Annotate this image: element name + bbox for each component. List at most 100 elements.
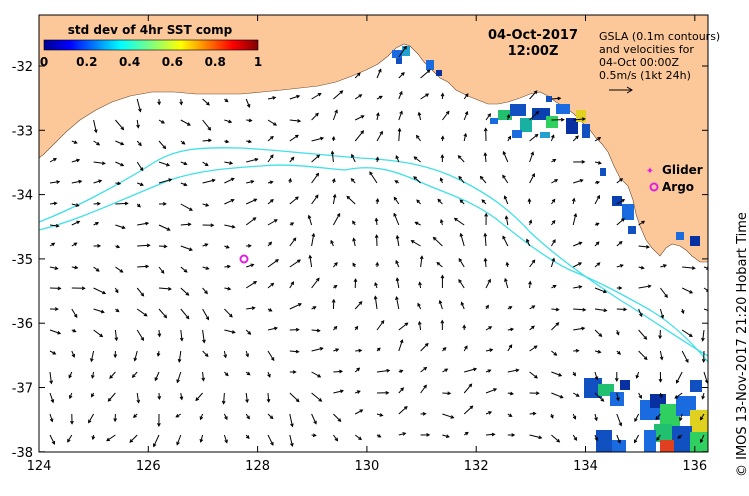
velocity-arrow-head <box>175 414 180 418</box>
y-tick-label: -38 <box>12 446 33 461</box>
velocity-arrow-head <box>295 196 299 201</box>
velocity-arrow-head <box>468 383 473 388</box>
velocity-arrow-head <box>162 145 167 150</box>
velocity-arrow-head <box>506 113 511 118</box>
velocity-arrow <box>485 279 491 289</box>
velocity-arrow-head <box>508 413 513 417</box>
velocity-arrow-head <box>91 393 95 398</box>
velocity-arrow-head <box>252 217 257 221</box>
velocity-arrow <box>245 98 250 108</box>
velocity-arrow <box>551 392 563 399</box>
velocity-arrow-head <box>317 92 322 97</box>
velocity-arrow-head <box>288 177 292 182</box>
velocity-arrow-head <box>575 393 580 397</box>
velocity-arrow-head <box>275 259 279 263</box>
velocity-arrow <box>311 371 321 378</box>
velocity-arrow <box>49 371 52 384</box>
velocity-arrow-head <box>73 140 78 144</box>
velocity-arrow-head <box>483 152 488 157</box>
velocity-arrow-head <box>307 214 312 219</box>
velocity-arrow-head <box>76 158 81 163</box>
velocity-arrow-head <box>376 112 380 117</box>
legend-glider-label: Glider <box>662 163 703 177</box>
velocity-arrow <box>180 287 189 296</box>
velocity-arrow-head <box>115 308 120 313</box>
velocity-arrow <box>436 262 443 268</box>
velocity-arrow-head <box>145 221 150 226</box>
velocity-arrow-head <box>185 315 190 320</box>
velocity-arrow-head <box>635 374 640 379</box>
velocity-arrow <box>158 140 166 149</box>
velocity-arrow-head <box>143 312 148 317</box>
velocity-arrow-head <box>572 415 577 420</box>
velocity-arrow <box>354 94 362 100</box>
velocity-arrow-head <box>290 222 295 226</box>
velocity-arrow-head <box>527 198 532 202</box>
velocity-arrow-head <box>199 416 204 421</box>
velocity-arrow-head <box>204 243 209 247</box>
velocity-arrow-head <box>231 330 236 334</box>
velocity-arrow <box>289 413 293 427</box>
velocity-arrow <box>442 434 450 438</box>
velocity-arrow <box>308 215 313 226</box>
velocity-arrow-head <box>228 313 233 318</box>
velocity-arrow-head <box>634 418 638 423</box>
velocity-arrow <box>551 308 559 311</box>
velocity-arrow-head <box>614 378 619 382</box>
velocity-arrow-head <box>352 262 356 267</box>
velocity-arrow-head <box>49 418 54 423</box>
velocity-arrow <box>679 413 683 421</box>
velocity-arrow-head <box>140 337 144 342</box>
velocity-arrow-head <box>166 162 171 167</box>
velocity-arrow-head <box>312 433 317 438</box>
velocity-arrow-head <box>645 245 650 249</box>
velocity-arrow <box>245 281 257 289</box>
velocity-arrow-head <box>247 331 252 335</box>
velocity-arrow-head <box>227 286 232 291</box>
velocity-arrow-head <box>225 245 230 249</box>
velocity-arrow <box>93 329 103 337</box>
velocity-arrow <box>332 110 338 121</box>
velocity-arrow-head <box>399 369 404 374</box>
velocity-arrow <box>180 392 183 400</box>
velocity-arrow <box>158 161 170 166</box>
velocity-arrow-head <box>336 212 341 217</box>
velocity-arrow-head <box>179 101 184 106</box>
velocity-arrow <box>224 161 233 164</box>
y-tick-label: -33 <box>12 124 33 139</box>
colorbar-tick-label: 0.8 <box>205 55 226 69</box>
velocity-arrow-head <box>120 162 125 167</box>
velocity-arrow-head <box>483 232 488 237</box>
velocity-arrow-head <box>168 178 173 182</box>
velocity-arrow-head <box>375 156 380 161</box>
velocity-arrow-head <box>124 201 129 206</box>
velocity-arrow-head <box>54 266 59 270</box>
velocity-arrow <box>71 220 80 226</box>
velocity-arrow-head <box>505 261 510 266</box>
velocity-arrow-head <box>555 307 560 312</box>
velocity-arrow-head <box>680 310 685 315</box>
velocity-arrow-head <box>356 367 361 372</box>
velocity-arrow <box>333 413 341 422</box>
velocity-arrow-head <box>337 418 342 423</box>
velocity-arrow-head <box>290 156 295 161</box>
velocity-arrow-head <box>426 69 431 74</box>
velocity-arrow <box>71 203 79 207</box>
velocity-arrow-head <box>119 269 124 273</box>
velocity-arrow-head <box>138 142 142 147</box>
velocity-arrow-head <box>489 348 494 352</box>
velocity-arrow <box>529 173 535 184</box>
velocity-arrow-head <box>224 98 229 103</box>
velocity-arrow-head <box>413 156 418 160</box>
velocity-arrow-head <box>157 423 161 427</box>
velocity-arrow <box>158 224 170 231</box>
velocity-arrow-head <box>101 161 106 166</box>
velocity-arrow <box>529 90 538 100</box>
velocity-arrow-head <box>643 336 648 340</box>
velocity-arrow-head <box>533 345 538 350</box>
velocity-arrow-head <box>675 379 680 384</box>
velocity-arrow <box>245 217 256 226</box>
velocity-arrow <box>180 308 190 319</box>
x-axis: 124 126 128 130 132 134 136 <box>27 15 707 474</box>
velocity-arrow-head <box>73 242 78 246</box>
